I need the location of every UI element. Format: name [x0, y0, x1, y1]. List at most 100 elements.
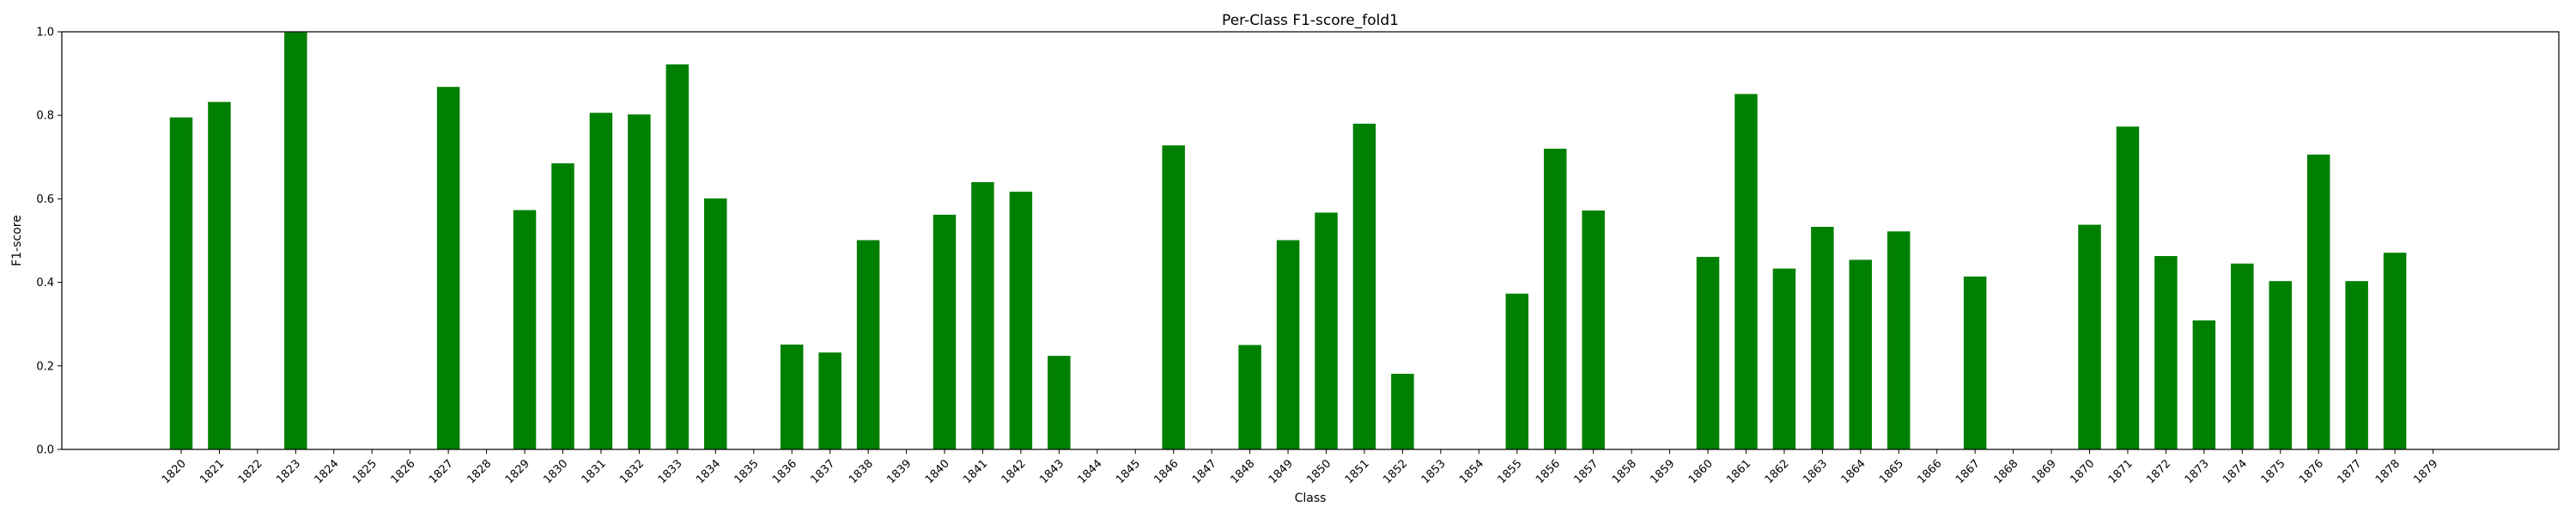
x-tick-label-1861: 1861 — [1724, 457, 1753, 486]
x-tick-label-1873: 1873 — [2183, 457, 2212, 486]
x-tick-label-1839: 1839 — [884, 457, 914, 486]
x-tick-label-1826: 1826 — [389, 457, 418, 486]
bar-1875 — [2269, 281, 2292, 449]
x-tick-label-1831: 1831 — [580, 457, 609, 486]
bar-1841 — [971, 181, 994, 449]
bar-1865 — [1887, 231, 1911, 449]
x-tick-label-1872: 1872 — [2144, 457, 2173, 486]
x-tick-label-1877: 1877 — [2335, 457, 2364, 486]
x-tick-label-1863: 1863 — [1801, 457, 1830, 486]
x-tick-label-1842: 1842 — [999, 457, 1029, 486]
x-tick-label-1864: 1864 — [1839, 457, 1868, 486]
x-tick-label-1829: 1829 — [503, 457, 532, 486]
bar-1843 — [1048, 356, 1071, 449]
x-tick-label-1832: 1832 — [617, 457, 647, 486]
chart-title: Per-Class F1-score_fold1 — [1222, 12, 1399, 29]
bar-1823 — [284, 32, 307, 449]
bar-1878 — [2383, 253, 2407, 449]
bar-1874 — [2231, 263, 2254, 449]
x-tick-label-1850: 1850 — [1304, 457, 1334, 486]
bar-1870 — [2078, 224, 2101, 449]
x-tick-label-1869: 1869 — [2030, 457, 2059, 486]
bar-1871 — [2116, 126, 2140, 449]
x-tick-label-1824: 1824 — [313, 457, 342, 486]
bar-1863 — [1811, 226, 1834, 449]
x-tick-label-1851: 1851 — [1343, 457, 1372, 486]
bar-1831 — [589, 113, 613, 449]
x-tick-label-1828: 1828 — [465, 457, 494, 486]
bar-1862 — [1772, 268, 1796, 449]
y-tick-label-0.8: 0.8 — [36, 110, 54, 123]
x-tick-label-1875: 1875 — [2259, 457, 2288, 486]
x-tick-label-1870: 1870 — [2068, 457, 2097, 486]
y-tick-label-0.0: 0.0 — [36, 444, 54, 457]
bar-1830 — [551, 163, 574, 449]
bar-1837 — [818, 352, 841, 449]
bar-1846 — [1162, 145, 1185, 449]
bar-1821 — [208, 101, 231, 450]
x-tick-label-1853: 1853 — [1419, 457, 1449, 486]
x-tick-label-1878: 1878 — [2373, 457, 2403, 486]
bar-1827 — [436, 87, 460, 450]
bar-1856 — [1543, 149, 1567, 449]
bar-1861 — [1735, 94, 1758, 449]
x-tick-label-1871: 1871 — [2106, 457, 2136, 486]
bar-1820 — [169, 117, 193, 449]
x-tick-label-1852: 1852 — [1381, 457, 1410, 486]
x-tick-label-1848: 1848 — [1228, 457, 1257, 486]
x-tick-label-1841: 1841 — [961, 457, 990, 486]
x-tick-label-1820: 1820 — [160, 457, 189, 486]
bar-1838 — [856, 240, 880, 449]
x-tick-label-1838: 1838 — [847, 457, 876, 486]
bar-1873 — [2192, 320, 2216, 449]
x-tick-label-1823: 1823 — [274, 457, 303, 486]
x-tick-label-1866: 1866 — [1916, 457, 1945, 486]
bar-1867 — [1963, 276, 1987, 449]
x-tick-label-1865: 1865 — [1877, 457, 1906, 486]
bar-1864 — [1849, 260, 1873, 449]
x-tick-label-1822: 1822 — [236, 457, 265, 486]
x-tick-label-1827: 1827 — [427, 457, 456, 486]
x-tick-label-1835: 1835 — [732, 457, 762, 486]
x-tick-label-1876: 1876 — [2297, 457, 2326, 486]
bar-1857 — [1582, 211, 1605, 449]
y-tick-label-0.6: 0.6 — [36, 193, 54, 206]
y-tick-label-1.0: 1.0 — [36, 27, 54, 40]
y-axis: 0.0 0.2 0.4 0.6 0.8 1.0 — [36, 27, 62, 457]
x-tick-label-1836: 1836 — [770, 457, 799, 486]
bar-1855 — [1505, 293, 1528, 449]
bar-1850 — [1315, 212, 1338, 449]
bar-1842 — [1009, 192, 1033, 449]
x-tick-label-1874: 1874 — [2221, 457, 2250, 486]
x-axis-label: Class — [1295, 492, 1327, 505]
bar-1876 — [2306, 154, 2330, 449]
bar-1851 — [1352, 123, 1376, 450]
x-tick-label-1858: 1858 — [1610, 457, 1639, 486]
x-tick-label-1857: 1857 — [1571, 457, 1601, 486]
bar-1833 — [665, 64, 690, 449]
bar-1836 — [780, 345, 804, 449]
x-tick-label-1879: 1879 — [2411, 457, 2440, 486]
x-tick-label-1833: 1833 — [656, 457, 685, 486]
bar-1872 — [2154, 255, 2178, 449]
x-tick-label-1849: 1849 — [1267, 457, 1296, 486]
y-tick-label-0.2: 0.2 — [36, 360, 54, 373]
x-tick-label-1867: 1867 — [1953, 457, 1983, 486]
x-tick-label-1862: 1862 — [1763, 457, 1792, 486]
x-tick-label-1830: 1830 — [541, 457, 570, 486]
x-tick-label-1847: 1847 — [1190, 457, 1219, 486]
bar-1840 — [933, 214, 957, 449]
bar-1848 — [1238, 345, 1261, 449]
x-tick-label-1859: 1859 — [1648, 457, 1677, 486]
bars-group — [169, 32, 2407, 450]
y-axis-label: F1-score — [10, 215, 24, 266]
x-axis: 1820 1821 1822 1823 1824 1825 1826 1827 1828 1829… — [160, 449, 2440, 486]
x-tick-label-1846: 1846 — [1152, 457, 1182, 486]
x-tick-label-1840: 1840 — [923, 457, 952, 486]
plot-frame — [61, 31, 2560, 450]
x-tick-label-1854: 1854 — [1457, 457, 1486, 486]
x-tick-label-1844: 1844 — [1076, 457, 1105, 486]
x-tick-label-1855: 1855 — [1496, 457, 1525, 486]
